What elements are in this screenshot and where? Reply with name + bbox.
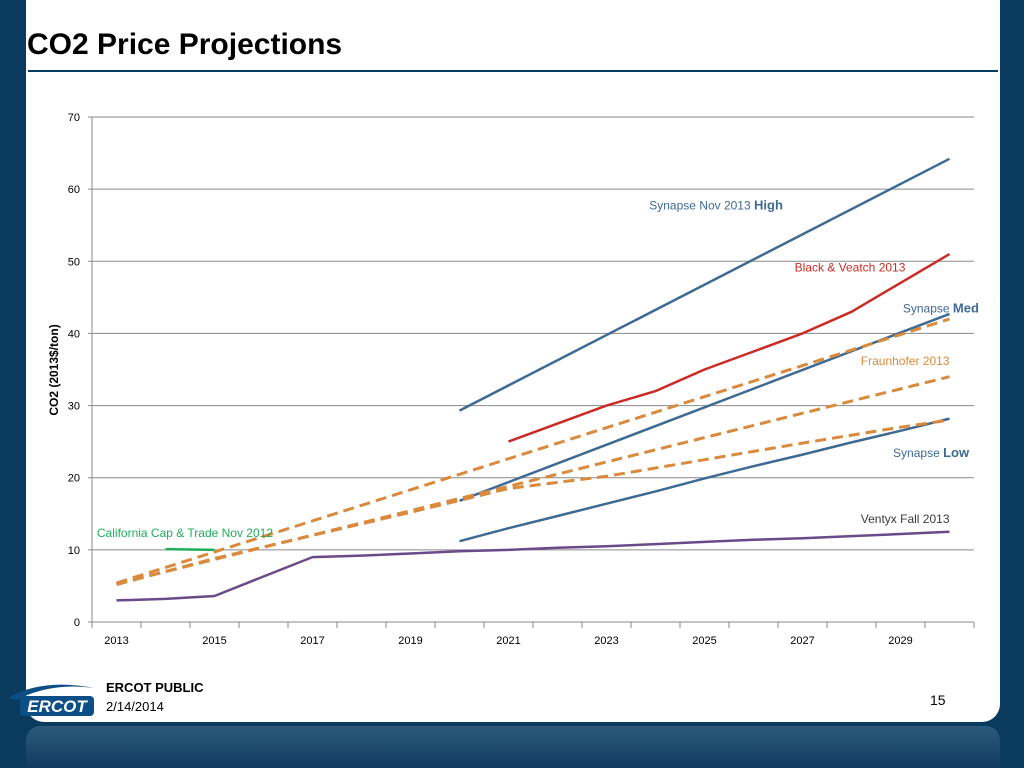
series-label-text: California Cap & Trade Nov 2012	[97, 526, 273, 540]
x-tick-label: 2023	[594, 635, 618, 647]
series-label-syn_med: Synapse Med	[903, 301, 979, 316]
y-tick-label: 30	[68, 401, 80, 413]
y-axis-label: CO2 (2013$/ton)	[47, 324, 61, 415]
series-label-bv: Black & Veatch 2013	[795, 260, 906, 274]
x-tick-label: 2021	[496, 635, 520, 647]
series-label-syn_low: Synapse Low	[893, 445, 970, 460]
series-label-cal: California Cap & Trade Nov 2012	[97, 526, 273, 540]
series-line-bv	[508, 253, 951, 443]
page-number: 15	[930, 692, 946, 708]
ercot-logo: ERCOT	[8, 684, 94, 716]
y-tick-label: 0	[74, 617, 80, 629]
page-title: CO2 Price Projections	[27, 28, 343, 61]
series-label-emphasis: High	[754, 197, 783, 212]
logo-text: ERCOT	[27, 697, 88, 716]
y-tick-label: 70	[68, 112, 80, 124]
series-label-text: Fraunhofer 2013	[861, 354, 950, 368]
series-label-fraunhofer: Fraunhofer 2013	[861, 354, 950, 368]
series-label-emphasis: Low	[943, 445, 970, 460]
series-lines	[116, 157, 951, 602]
x-tick-label: 2013	[104, 635, 128, 647]
series-label-text: Black & Veatch 2013	[795, 260, 906, 274]
axes: 0 10 20 30 40 50 60 70 2013 2015 2017 2019 2021 2023 2…	[68, 112, 975, 647]
footer-date: 2/14/2014	[106, 699, 164, 714]
logo-plate	[20, 696, 94, 716]
series-label-ventyx: Ventyx Fall 2013	[861, 512, 950, 526]
series-line-syn_high	[458, 157, 951, 412]
slide	[26, 0, 1000, 722]
x-tick-label: 2019	[398, 635, 422, 647]
series-label-emphasis: Med	[953, 301, 979, 316]
series-label-text: Synapse Nov 2013	[649, 198, 754, 212]
footer-classification: ERCOT PUBLIC	[106, 680, 204, 695]
title-divider	[28, 70, 998, 72]
series-label-text: Synapse	[903, 302, 953, 316]
series-label-text: Synapse	[893, 446, 943, 460]
gridlines	[92, 116, 974, 623]
series-label-text: Ventyx Fall 2013	[861, 512, 950, 526]
y-tick-label: 40	[68, 328, 80, 340]
series-line-fh_1	[116, 317, 950, 585]
bottom-band	[26, 726, 1000, 768]
series-label-syn_high: Synapse Nov 2013 High	[649, 197, 783, 212]
series-labels: Synapse Nov 2013 High Black & Veatch 2013…	[97, 197, 979, 540]
y-tick-label: 20	[68, 473, 80, 485]
y-tick-label: 60	[68, 184, 80, 196]
x-tick-label: 2017	[300, 635, 324, 647]
x-tick-label: 2027	[790, 635, 814, 647]
x-tick-label: 2029	[888, 635, 912, 647]
x-tick-label: 2015	[202, 635, 226, 647]
y-tick-label: 10	[68, 545, 80, 557]
series-line-syn_low	[459, 417, 950, 543]
series-line-cal	[165, 547, 215, 552]
series-line-fh_3	[116, 418, 950, 586]
series-line-syn_med	[459, 312, 950, 502]
series-line-ventyx	[116, 530, 950, 602]
x-tick-label: 2025	[692, 635, 716, 647]
y-tick-label: 50	[68, 256, 80, 268]
